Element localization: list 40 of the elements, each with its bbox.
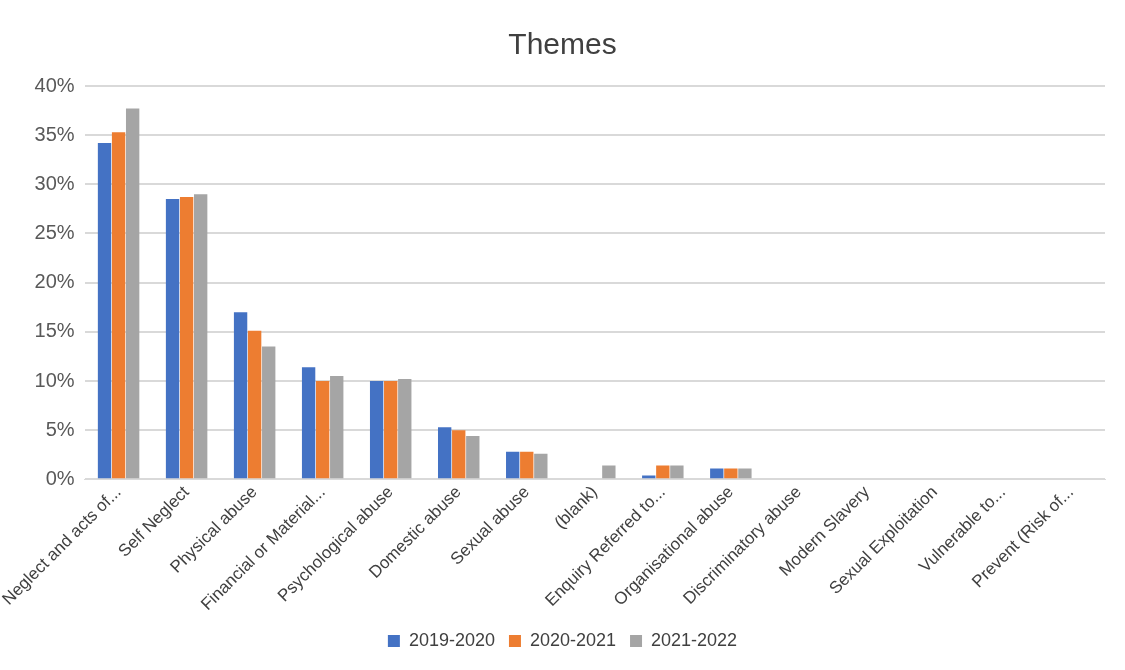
y-tick-label: 10%	[34, 368, 75, 391]
y-tick-label: 30%	[34, 171, 75, 194]
bar	[398, 379, 412, 479]
bar	[738, 468, 752, 479]
y-tick-label: 20%	[34, 270, 75, 293]
bar	[724, 468, 738, 479]
bar	[466, 436, 480, 479]
bar	[602, 465, 616, 479]
bar	[452, 430, 466, 479]
bar	[384, 381, 398, 479]
bar	[247, 330, 262, 479]
bar	[438, 427, 452, 479]
bar	[233, 312, 248, 479]
bar	[194, 194, 208, 479]
y-tick-label: 35%	[34, 122, 75, 145]
bar	[301, 367, 316, 479]
bar	[165, 199, 180, 479]
y-tick-label: 5%	[45, 417, 75, 440]
bar	[534, 453, 548, 479]
bar	[520, 451, 534, 479]
bar	[656, 465, 670, 479]
bar	[670, 465, 684, 479]
chart-title: Themes	[508, 27, 617, 61]
legend-label: 2021-2022	[651, 629, 738, 650]
y-tick-label: 40%	[34, 73, 75, 96]
bar	[111, 132, 126, 479]
y-tick-label: 0%	[45, 466, 75, 489]
y-tick-label: 25%	[34, 221, 75, 244]
bar	[179, 197, 194, 479]
bar	[316, 381, 330, 479]
legend-label: 2020-2021	[529, 629, 617, 650]
y-tick-label: 15%	[34, 319, 75, 342]
bar	[262, 346, 276, 479]
bar	[97, 143, 112, 479]
bar	[125, 108, 140, 479]
legend-label: 2019-2020	[408, 629, 495, 650]
bar	[506, 451, 520, 479]
bar	[642, 475, 656, 479]
bar	[369, 381, 384, 479]
bar	[330, 376, 344, 479]
